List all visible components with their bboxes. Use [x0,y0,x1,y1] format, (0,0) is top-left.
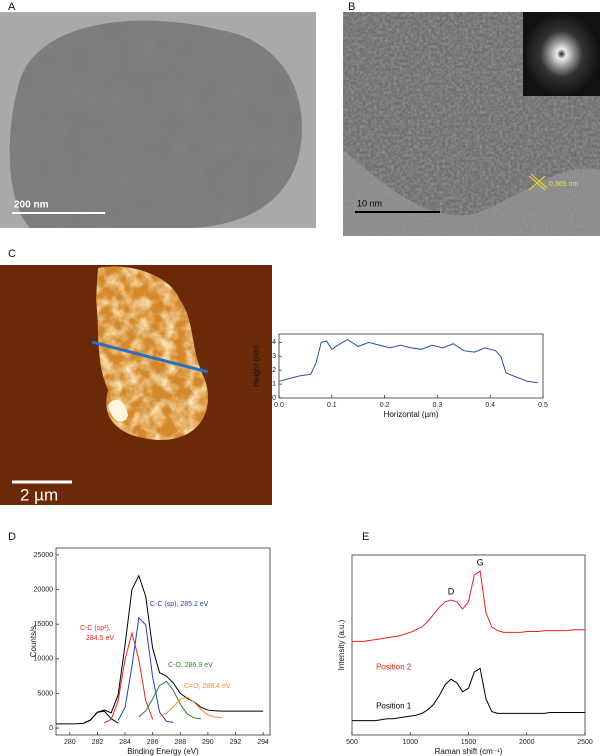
x-tick-label: 0.1 [327,402,337,409]
y-tick-label: 15000 [34,621,54,628]
annotation: G [477,558,484,568]
x-tick-label: 290 [202,739,214,746]
x-tick-label: 1500 [461,739,477,746]
x-tick-label: 0.5 [538,402,548,409]
lattice-label: 0.365 nm [549,181,578,188]
y-tick-label: 25000 [34,552,54,559]
profile-line [91,340,209,374]
y-axis-title: Counts/s [29,626,38,658]
panel-label: C [8,248,16,260]
series-label: Position 2 [376,663,412,672]
y-axis-title: Height (nm) [252,345,261,387]
x-axis-title: Horizontal (µm) [384,410,439,419]
x-tick-label: 282 [92,739,104,746]
x-tick-label: 1000 [402,739,418,746]
fft-inset [523,12,600,96]
series-line [138,680,202,720]
x-axis-title: Raman shift (cm⁻¹) [435,747,503,756]
panel-label: E [362,531,369,543]
x-tick-label: 294 [257,739,269,746]
series-label: Position 1 [376,702,412,711]
y-tick-label: 4 [272,339,276,346]
x-tick-label: 0.3 [433,402,443,409]
y-tick-label: 2 [272,367,276,374]
x-tick-label: 2500 [577,739,593,746]
annotation: 284.5 eV [86,635,114,642]
y-tick-label: 1 [272,381,276,388]
series-line [104,631,154,724]
y-axis-title: Intensity (a.u.) [337,619,346,670]
y-tick-label: 5000 [37,690,53,697]
series-line [56,574,264,725]
annotation: D [448,586,455,596]
lattice-marker [528,173,548,191]
series-line [352,667,585,722]
annotation: C-C (sp), 285.2 eV [150,601,209,608]
y-tick-label: 0 [272,395,276,402]
scale-bar-label: 10 nm [357,198,382,208]
panel-label: B [348,1,355,13]
series-line [117,616,174,723]
tem-fibers [9,20,302,228]
series-line [278,338,538,384]
x-tick-label: 0.4 [485,402,495,409]
scale-bar-label: 2 µm [20,485,58,504]
series-line [83,710,119,724]
y-tick-label: 10000 [34,656,54,663]
scale-bar-label: 200 nm [14,200,49,211]
x-tick-label: 284 [119,739,131,746]
annotation: C=O, 288.4 eV [184,683,231,690]
series-line [352,570,585,642]
x-tick-label: 286 [147,739,159,746]
plot-frame [55,547,271,736]
series-line [159,696,222,719]
panel-label: D [8,531,16,543]
x-tick-label: 280 [64,739,76,746]
annotation: C-O, 286.9 eV [168,662,213,669]
plot-frame [278,333,544,399]
x-tick-label: 500 [346,739,358,746]
x-axis-title: Binding Energy (eV) [127,747,199,756]
y-tick-label: 0 [49,725,53,732]
x-tick-label: 0.0 [274,402,284,409]
annotation: C-C (sp²), [80,625,111,632]
x-tick-label: 2000 [519,739,535,746]
x-tick-label: 0.2 [380,402,390,409]
x-tick-label: 288 [174,739,186,746]
y-tick-label: 20000 [34,586,54,593]
panel-label: A [8,1,16,13]
afm-bright-spot [108,399,128,422]
x-tick-label: 292 [230,739,242,746]
y-tick-label: 3 [272,353,276,360]
